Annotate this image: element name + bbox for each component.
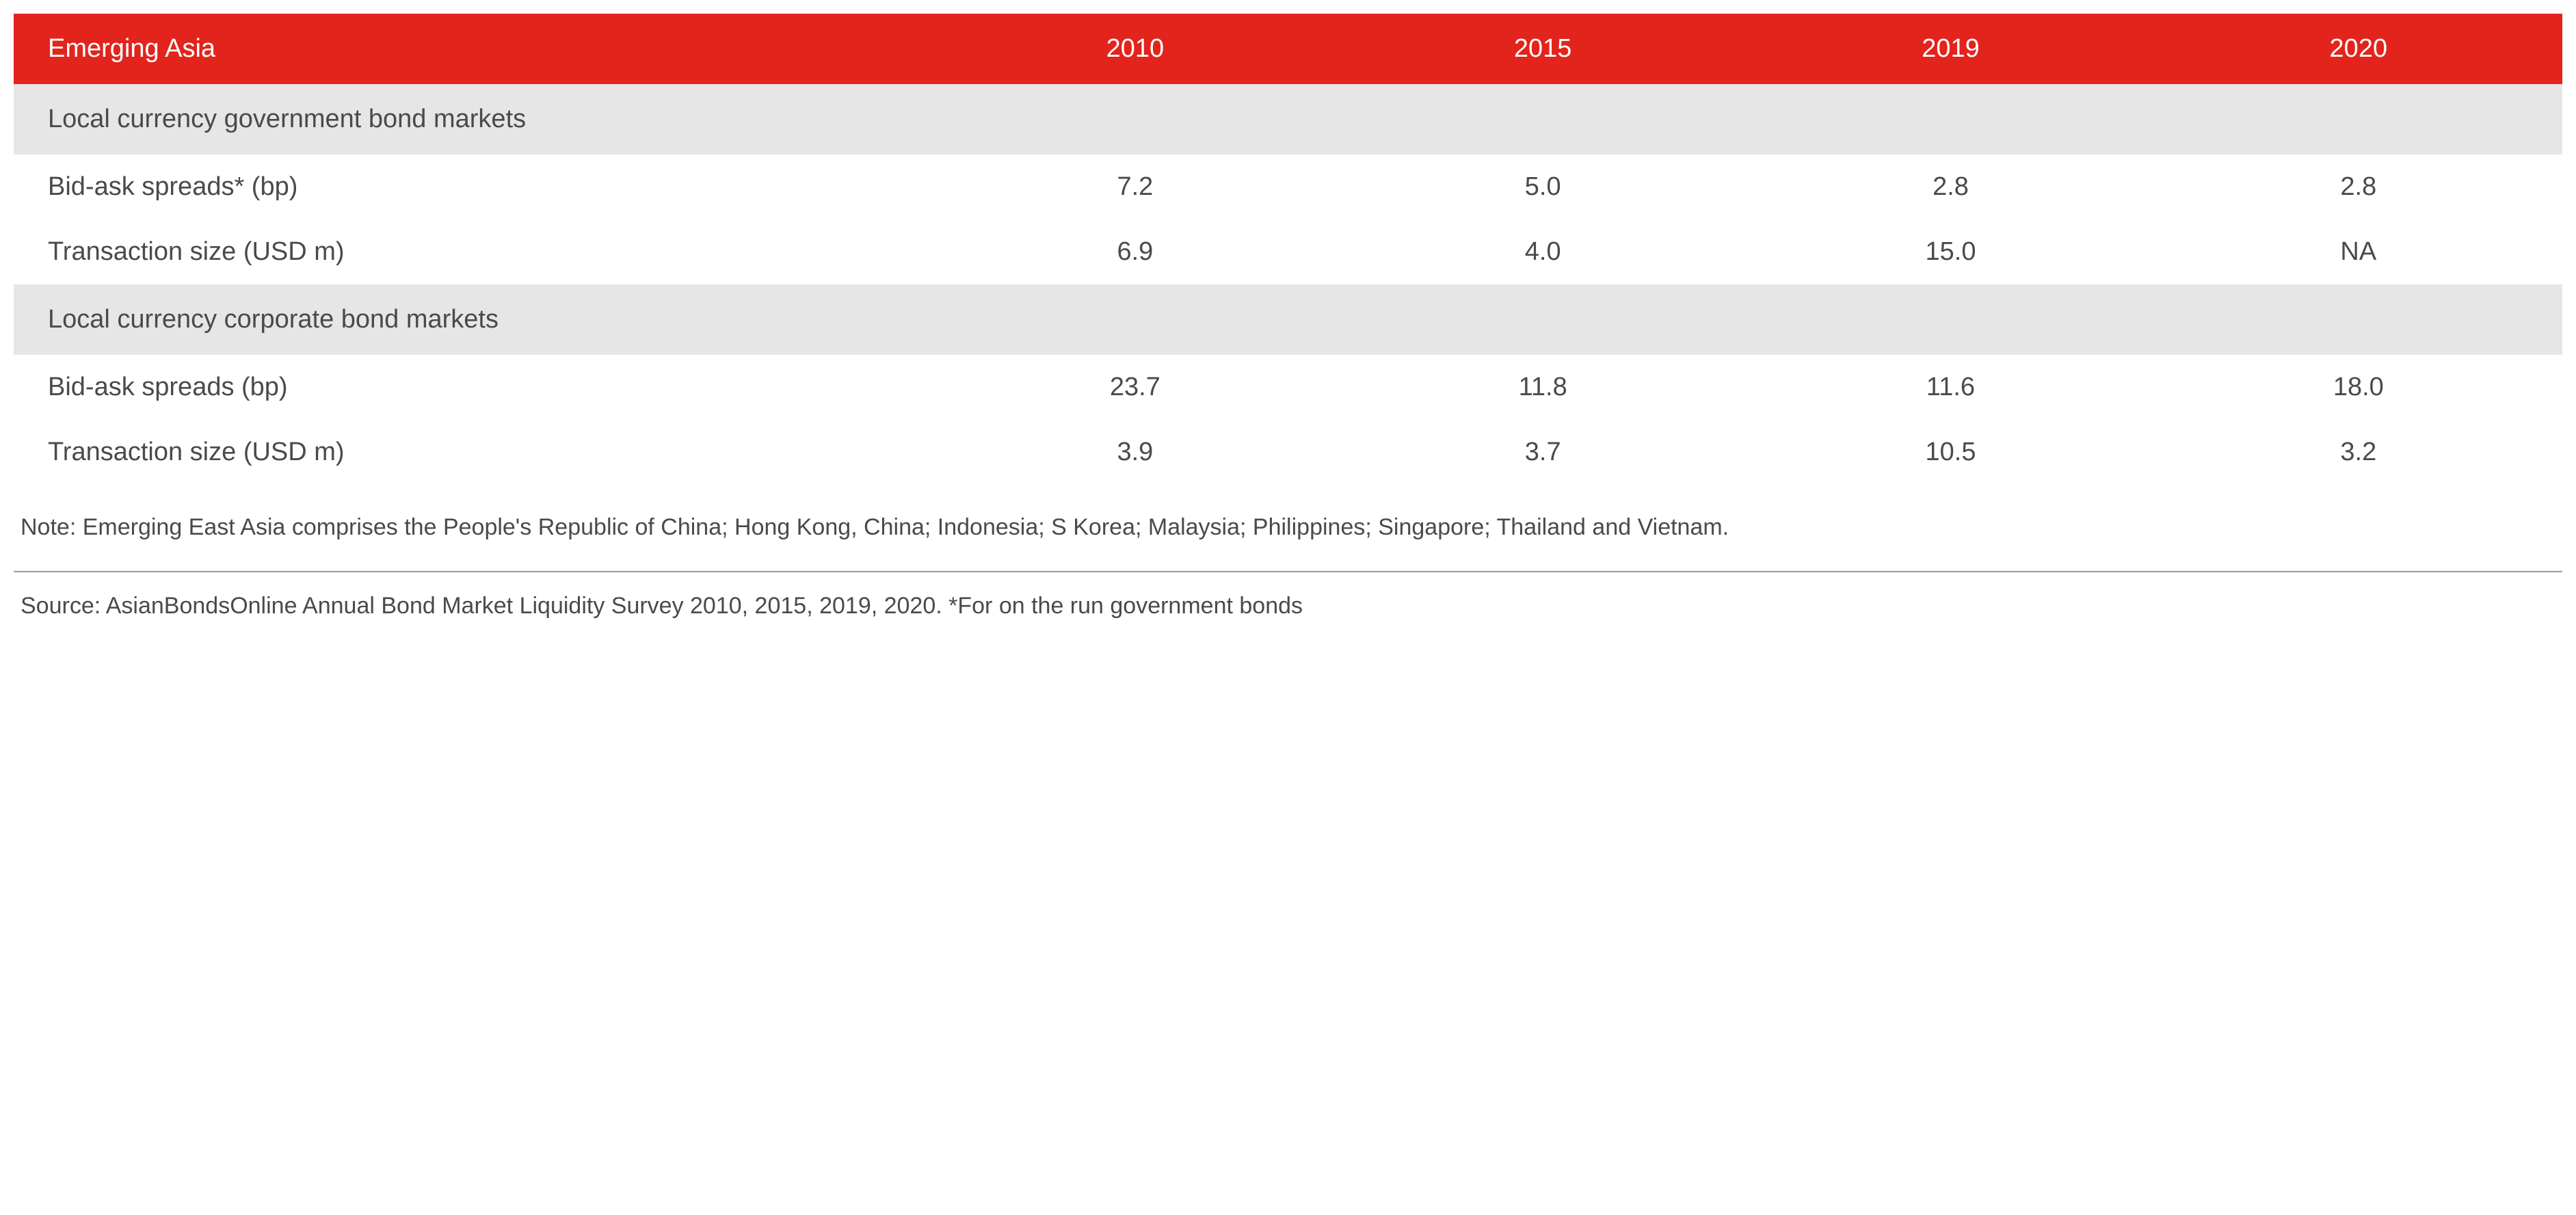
- section-row: Local currency corporate bond markets: [14, 284, 2562, 355]
- section-row: Local currency government bond markets: [14, 84, 2562, 155]
- cell-value: 2.8: [1747, 155, 2154, 219]
- cell-value: 23.7: [931, 355, 1339, 420]
- divider: [14, 571, 2562, 572]
- table-row: Bid-ask spreads* (bp) 7.2 5.0 2.8 2.8: [14, 155, 2562, 219]
- header-label: Emerging Asia: [14, 14, 931, 84]
- table-note: Note: Emerging East Asia comprises the P…: [14, 485, 2562, 564]
- table-row: Bid-ask spreads (bp) 23.7 11.8 11.6 18.0: [14, 355, 2562, 420]
- row-label: Transaction size (USD m): [14, 420, 931, 485]
- cell-value: 15.0: [1747, 219, 2154, 284]
- cell-value: 2.8: [2155, 155, 2562, 219]
- section-title: Local currency government bond markets: [14, 84, 2562, 155]
- cell-value: 5.0: [1339, 155, 1747, 219]
- header-year: 2015: [1339, 14, 1747, 84]
- cell-value: 11.8: [1339, 355, 1747, 420]
- row-label: Bid-ask spreads (bp): [14, 355, 931, 420]
- cell-value: 11.6: [1747, 355, 2154, 420]
- header-year: 2010: [931, 14, 1339, 84]
- cell-value: NA: [2155, 219, 2562, 284]
- table-row: Transaction size (USD m) 6.9 4.0 15.0 NA: [14, 219, 2562, 284]
- header-year: 2020: [2155, 14, 2562, 84]
- cell-value: 4.0: [1339, 219, 1747, 284]
- cell-value: 3.2: [2155, 420, 2562, 485]
- header-year: 2019: [1747, 14, 2154, 84]
- row-label: Bid-ask spreads* (bp): [14, 155, 931, 219]
- table-source: Source: AsianBondsOnline Annual Bond Mar…: [14, 586, 2562, 619]
- cell-value: 6.9: [931, 219, 1339, 284]
- cell-value: 7.2: [931, 155, 1339, 219]
- cell-value: 3.7: [1339, 420, 1747, 485]
- cell-value: 18.0: [2155, 355, 2562, 420]
- bond-liquidity-table: Emerging Asia 2010 2015 2019 2020 Local …: [14, 14, 2562, 485]
- cell-value: 10.5: [1747, 420, 2154, 485]
- section-title: Local currency corporate bond markets: [14, 284, 2562, 355]
- row-label: Transaction size (USD m): [14, 219, 931, 284]
- bond-liquidity-table-wrap: Emerging Asia 2010 2015 2019 2020 Local …: [14, 14, 2562, 619]
- table-header-row: Emerging Asia 2010 2015 2019 2020: [14, 14, 2562, 84]
- cell-value: 3.9: [931, 420, 1339, 485]
- table-row: Transaction size (USD m) 3.9 3.7 10.5 3.…: [14, 420, 2562, 485]
